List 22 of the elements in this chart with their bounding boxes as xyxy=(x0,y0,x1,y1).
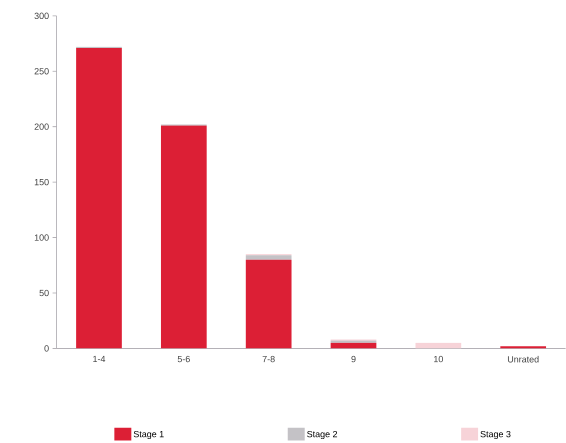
y-tick-label: 0 xyxy=(44,345,49,352)
x-tick-label: 7-8 xyxy=(262,356,275,362)
legend-label: Stage 3 xyxy=(480,430,511,439)
y-tick-label: 100 xyxy=(34,234,49,241)
x-tick-label: 9 xyxy=(351,356,356,362)
bar xyxy=(415,342,462,348)
legend-label: Stage 2 xyxy=(307,430,338,439)
y-tick-label: 50 xyxy=(39,290,49,296)
bar xyxy=(160,126,207,348)
y-tick-label: 250 xyxy=(34,68,49,74)
x-tick-label: 10 xyxy=(434,356,443,362)
x-tick-label: 1-4 xyxy=(93,356,106,362)
legend-label: Stage 1 xyxy=(134,430,164,439)
x-tick-label: Unrated xyxy=(508,356,539,362)
bar xyxy=(246,255,292,260)
bar xyxy=(330,342,376,348)
bar xyxy=(246,260,292,348)
bar xyxy=(76,48,122,348)
y-tick-label: 300 xyxy=(34,12,49,19)
y-tick-label: 150 xyxy=(34,178,49,186)
x-tick-label: 5-6 xyxy=(178,356,190,362)
y-tick-label: 200 xyxy=(34,123,49,130)
